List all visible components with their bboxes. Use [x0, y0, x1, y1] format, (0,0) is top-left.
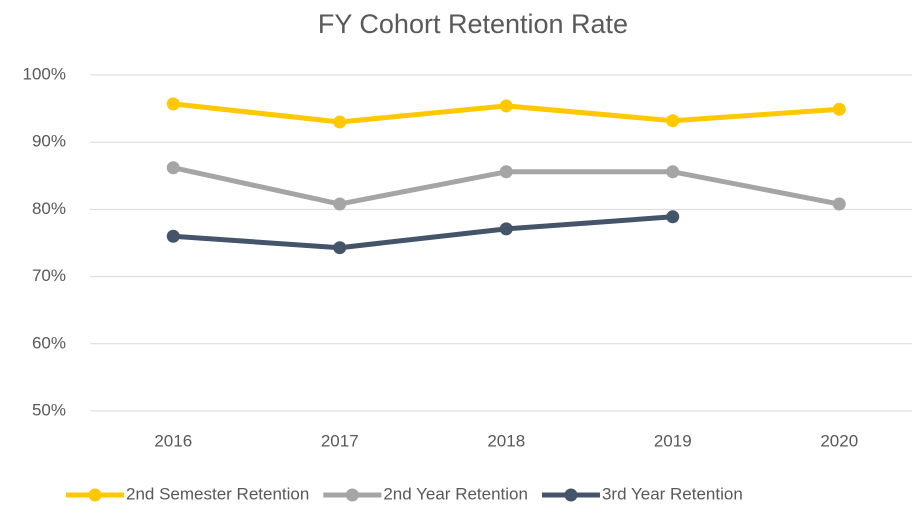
data-point [499, 99, 513, 113]
data-point [333, 241, 347, 255]
legend-marker [345, 488, 359, 502]
data-point [333, 197, 347, 211]
data-point [166, 161, 180, 175]
x-tick-label: 2016 [154, 431, 192, 450]
x-tick-label: 2017 [321, 431, 359, 450]
data-point [832, 102, 846, 116]
legend-label: 3rd Year Retention [602, 484, 743, 503]
data-point [666, 114, 680, 128]
legend-label: 2nd Semester Retention [126, 484, 309, 503]
data-point [666, 165, 680, 179]
y-tick-label: 70% [32, 266, 66, 285]
y-tick-label: 80% [32, 199, 66, 218]
data-point [499, 165, 513, 179]
data-point [333, 115, 347, 129]
y-tick-label: 60% [32, 333, 66, 352]
data-point [832, 197, 846, 211]
x-tick-label: 2020 [820, 431, 858, 450]
x-tick-label: 2018 [487, 431, 525, 450]
data-point [166, 229, 180, 243]
series-line [173, 214, 673, 251]
legend-label: 2nd Year Retention [383, 484, 528, 503]
chart-title: FY Cohort Retention Rate [318, 9, 628, 39]
y-tick-label: 50% [32, 400, 66, 419]
legend-marker [564, 488, 578, 502]
y-tick-label: 90% [32, 132, 66, 151]
data-point [666, 210, 680, 224]
legend-marker [88, 488, 102, 502]
data-point [499, 222, 513, 236]
x-tick-label: 2019 [654, 431, 692, 450]
y-tick-label: 100% [23, 64, 66, 83]
data-point [166, 97, 180, 111]
